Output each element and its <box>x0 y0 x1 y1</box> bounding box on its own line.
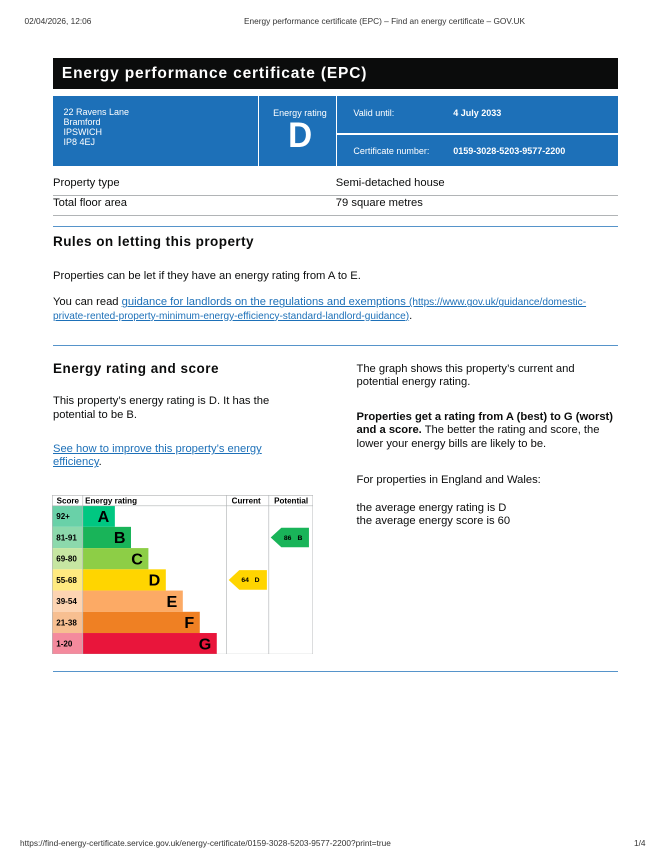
svg-text:Current: Current <box>232 496 261 505</box>
svg-text:1-20: 1-20 <box>56 639 73 648</box>
svg-text:Score: Score <box>57 496 80 505</box>
svg-text:55-68: 55-68 <box>56 576 77 585</box>
svg-text:A: A <box>98 508 110 526</box>
svg-text:C: C <box>131 550 143 568</box>
svg-text:21-38: 21-38 <box>56 618 77 627</box>
svg-text:69-80: 69-80 <box>56 554 77 563</box>
svg-text:86: 86 <box>284 535 292 542</box>
svg-text:E: E <box>167 593 178 611</box>
svg-text:D: D <box>255 576 260 583</box>
svg-text:F: F <box>184 614 194 632</box>
svg-text:92+: 92+ <box>56 512 70 521</box>
svg-text:D: D <box>149 571 161 589</box>
svg-text:G: G <box>199 635 212 653</box>
svg-text:64: 64 <box>241 576 249 583</box>
svg-text:Potential: Potential <box>274 496 308 505</box>
svg-text:81-91: 81-91 <box>56 533 77 542</box>
svg-text:B: B <box>114 529 126 547</box>
svg-text:B: B <box>297 535 302 542</box>
svg-text:Energy rating: Energy rating <box>85 496 137 505</box>
svg-text:39-54: 39-54 <box>56 597 77 606</box>
